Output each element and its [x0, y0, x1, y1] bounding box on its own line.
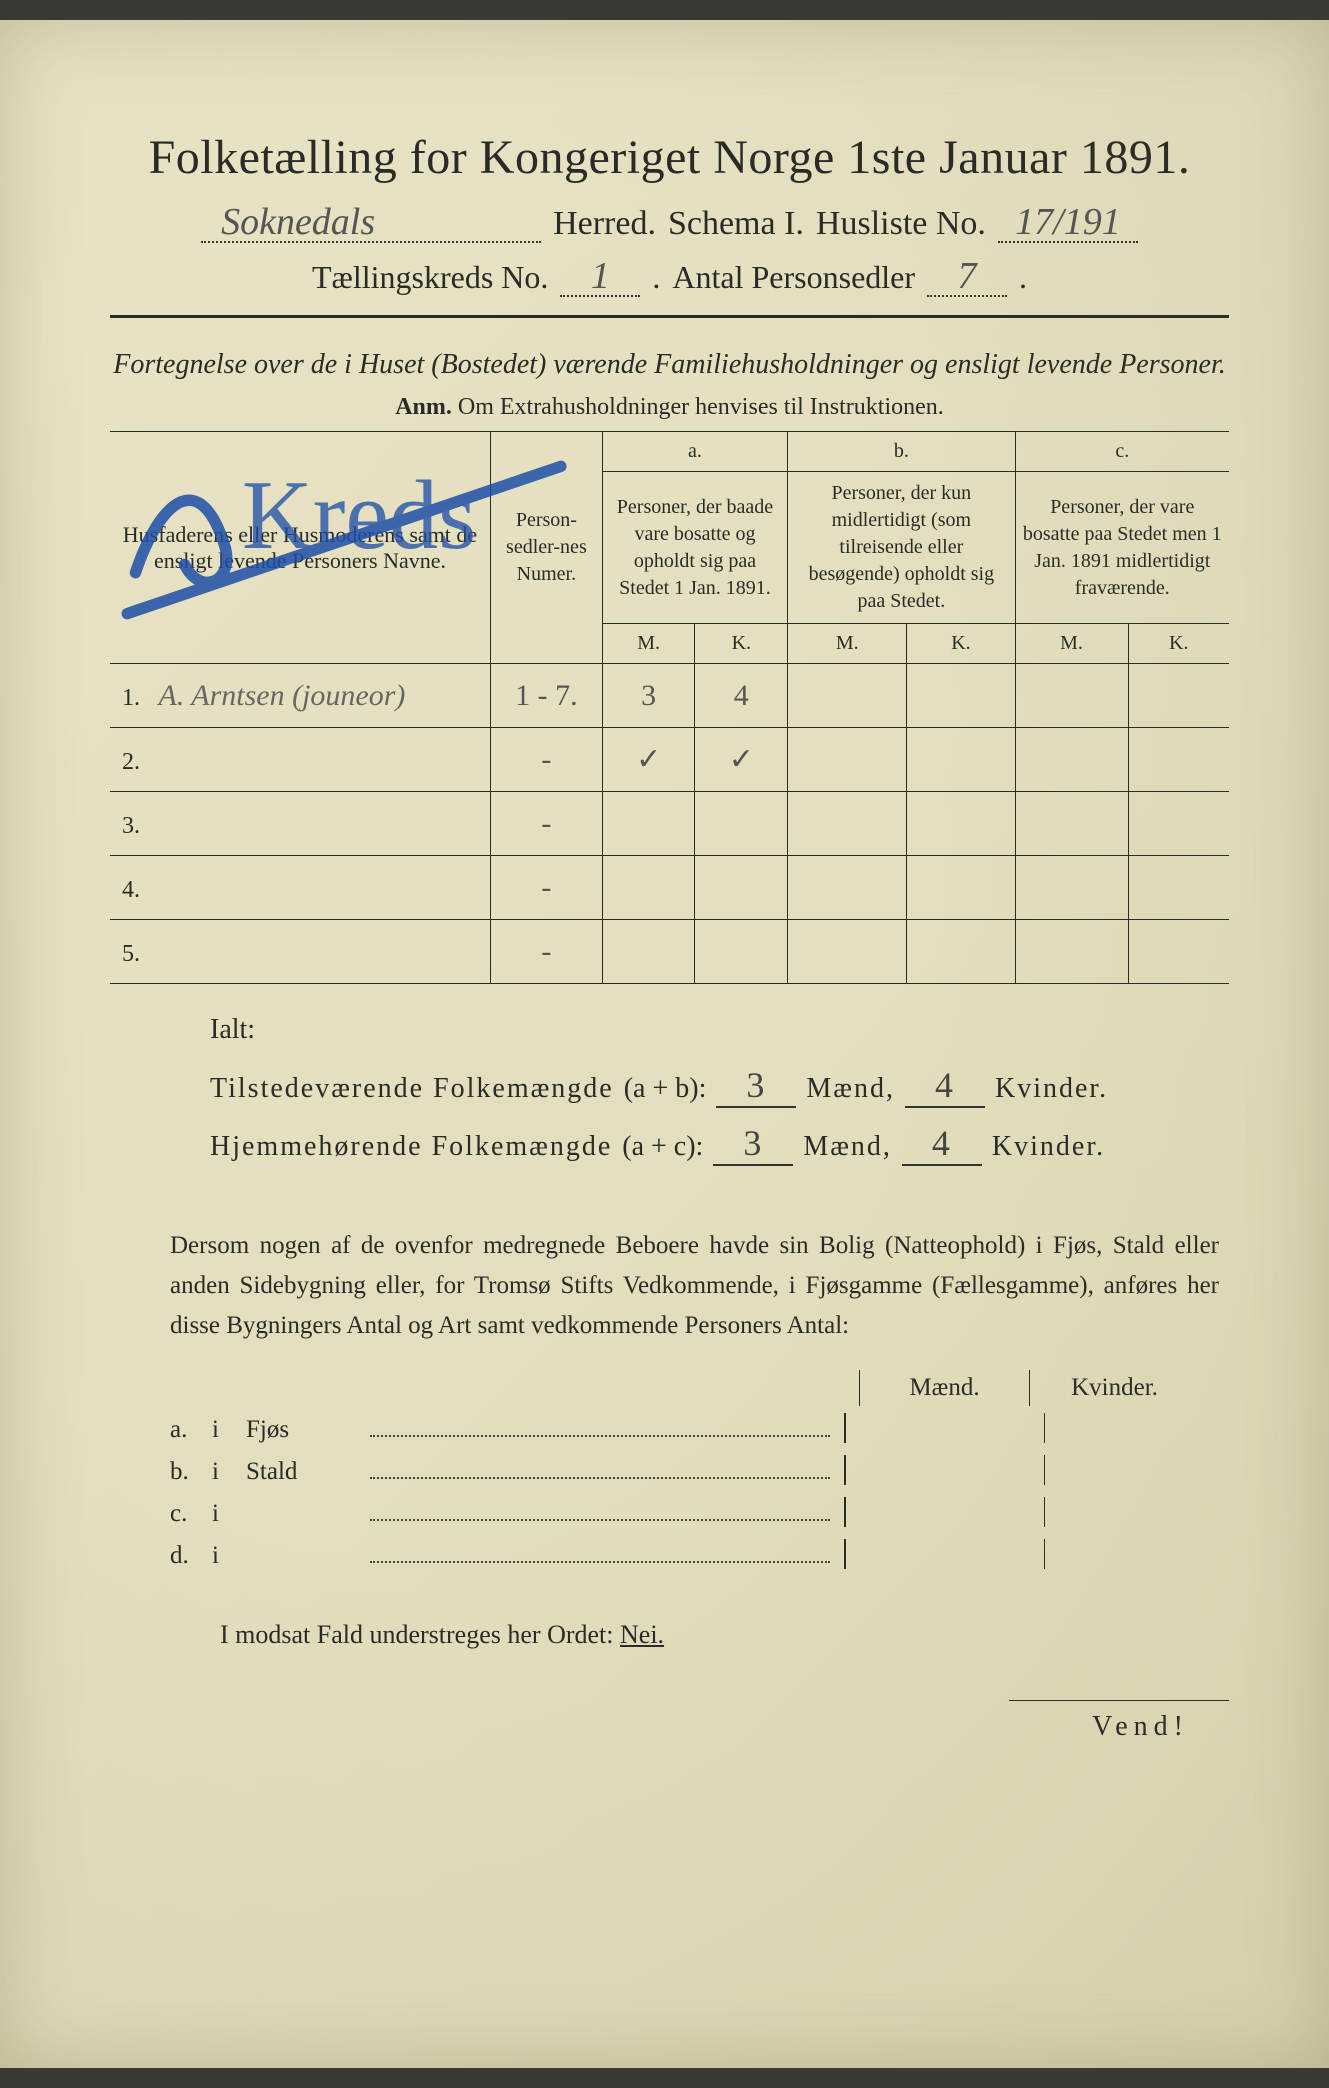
table-row: 3. -: [110, 792, 1229, 856]
household-table: Husfaderens eller Husmoderens samt de en…: [110, 431, 1229, 984]
schema-label: Schema I.: [668, 205, 804, 243]
present-women: 4: [905, 1064, 985, 1108]
col-b-text: Personer, der kun midlertidigt (som tilr…: [788, 472, 1015, 624]
outbuilding-head: Mænd. Kvinder.: [170, 1370, 1229, 1406]
col-c-m: M.: [1015, 624, 1128, 664]
herred-label: Herred.: [553, 205, 656, 243]
col-b-k: K.: [907, 624, 1015, 664]
outbuilding-paragraph: Dersom nogen af de ovenfor medregnede Be…: [110, 1226, 1229, 1346]
table-body: 1. A. Arntsen (jouneor)1 - 7.342. -✓✓3. …: [110, 664, 1229, 984]
nei-word: Nei.: [620, 1620, 664, 1649]
col-c-text: Personer, der vare bosatte paa Stedet me…: [1015, 472, 1229, 624]
herred-value: Soknedals: [201, 203, 541, 243]
outbuilding-row: b.iStald: [170, 1454, 1229, 1486]
form-title: Folketælling for Kongeriget Norge 1ste J…: [110, 130, 1229, 185]
col-b-m: M.: [788, 624, 907, 664]
present-label: Tilstedeværende Folkemængde: [210, 1073, 614, 1105]
col-c-k: K.: [1128, 624, 1229, 664]
col-a-text: Personer, der baade vare bosatte og opho…: [602, 472, 787, 624]
col-c-letter: c.: [1015, 432, 1229, 472]
kreds-label: Tællingskreds No.: [312, 259, 548, 296]
outbuilding-rows: a.iFjøs b.iStald c.i d.i: [170, 1412, 1229, 1570]
outbuilding-row: a.iFjøs: [170, 1412, 1229, 1444]
totals-block: Ialt: Tilstedeværende Folkemængde (a + b…: [110, 1014, 1229, 1166]
head-women: Kvinder.: [1029, 1370, 1199, 1406]
form-subtitle: Fortegnelse over de i Huset (Bostedet) v…: [110, 344, 1229, 386]
table-row: 2. -✓✓: [110, 728, 1229, 792]
divider: [110, 315, 1229, 318]
col-header-name: Husfaderens eller Husmoderens samt de en…: [110, 432, 490, 664]
outbuilding-row: c.i: [170, 1496, 1229, 1528]
table-row: 1. A. Arntsen (jouneor)1 - 7.34: [110, 664, 1229, 728]
header-line-3: Tællingskreds No. 1 . Antal Personsedler…: [110, 257, 1229, 297]
anm-note: Anm. Om Extrahusholdninger henvises til …: [110, 394, 1229, 421]
anm-text: Om Extrahusholdninger henvises til Instr…: [458, 394, 944, 420]
outbuilding-table: Mænd. Kvinder. a.iFjøs b.iStald c.i d.i: [110, 1370, 1229, 1570]
antal-label: Antal Personsedler: [672, 259, 915, 296]
col-a-letter: a.: [602, 432, 787, 472]
kreds-value: 1: [560, 257, 640, 297]
husliste-value: 17/191: [998, 203, 1138, 243]
modsat-line: I modsat Fald understreges her Ordet: Ne…: [110, 1620, 1229, 1650]
outbuilding-row: d.i: [170, 1538, 1229, 1570]
table-row: 4. -: [110, 856, 1229, 920]
vend-label: Vend!: [1009, 1700, 1229, 1743]
resident-women: 4: [902, 1122, 982, 1166]
header-line-2: Soknedals Herred. Schema I. Husliste No.…: [110, 203, 1229, 243]
husliste-label: Husliste No.: [816, 205, 986, 243]
census-form-page: Kreds Folketælling for Kongeriget Norge …: [0, 20, 1329, 2068]
col-a-k: K.: [695, 624, 788, 664]
col-header-number: Person-sedler-nes Numer.: [490, 432, 602, 664]
col-a-m: M.: [602, 624, 695, 664]
totals-line-1: Tilstedeværende Folkemængde (a + b): 3 M…: [210, 1064, 1229, 1108]
present-men: 3: [716, 1064, 796, 1108]
antal-value: 7: [927, 257, 1007, 297]
resident-label: Hjemmehørende Folkemængde: [210, 1131, 612, 1163]
resident-men: 3: [713, 1122, 793, 1166]
table-row: 5. -: [110, 920, 1229, 984]
totals-line-2: Hjemmehørende Folkemængde (a + c): 3 Mæn…: [210, 1122, 1229, 1166]
anm-label: Anm.: [395, 394, 452, 420]
head-men: Mænd.: [859, 1370, 1029, 1406]
col-b-letter: b.: [788, 432, 1015, 472]
ialt-title: Ialt:: [210, 1014, 1229, 1046]
